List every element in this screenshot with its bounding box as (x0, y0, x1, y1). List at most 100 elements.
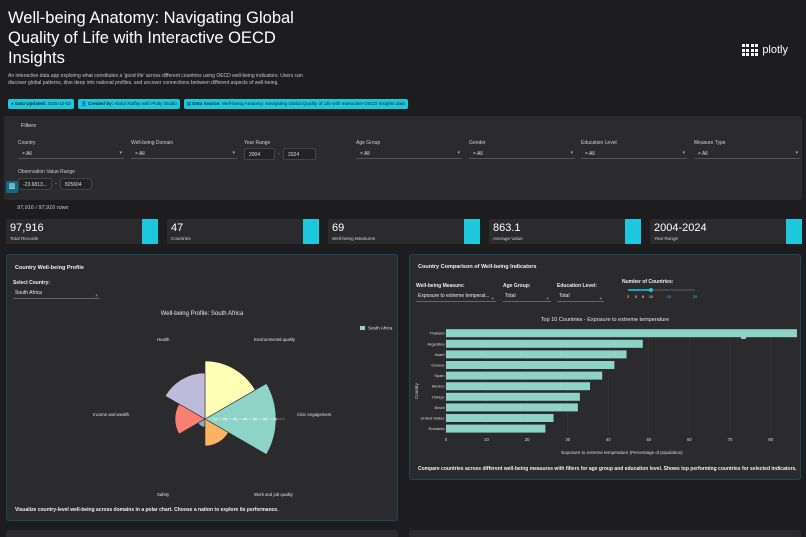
obs-range-label: Observation Value Range (18, 169, 75, 175)
kpi-accent-bar (303, 219, 319, 244)
education-select[interactable]: Total × (557, 291, 604, 302)
obs-from-input[interactable]: -23.6813... (18, 178, 52, 190)
bar-chart: Top 10 Countries - Exposure to extreme t… (414, 317, 797, 455)
kpi-label: Average Value (493, 236, 523, 241)
y-tick-label: Spain (434, 373, 444, 378)
domain-filter-select[interactable]: × All ▾ (131, 148, 237, 159)
measure-type-filter-label: Measure Type (694, 140, 726, 146)
age-select-label: Age Group: (503, 283, 531, 289)
country-profile-panel: Country Well-being Profile Select Countr… (6, 254, 398, 521)
kpi-card: 97,916 Total Records (6, 219, 158, 244)
chevron-down-icon: ▾ (232, 150, 235, 156)
polar-chart: Well-being Profile: South Africa South A… (93, 311, 393, 497)
bar (446, 424, 546, 433)
y-tick-label: Israel (435, 352, 445, 357)
filter-toggle-icon[interactable]: ▥ (6, 181, 18, 193)
bar (446, 414, 554, 422)
chevron-down-icon: ▾ (570, 150, 573, 156)
kpi-value: 863.1 (493, 222, 521, 234)
plotly-logo-icon (741, 44, 759, 56)
kpi-accent-bar (142, 219, 158, 244)
y-tick-label: Argentina (427, 341, 445, 346)
kpi-label: Total Records (10, 236, 39, 241)
kpi-accent-bar (786, 219, 802, 244)
polar-category-label: Civic engagement (297, 412, 332, 417)
bar (446, 392, 580, 401)
y-tick-label: Greece (431, 363, 445, 368)
kpi-card: 69 Well-being Measures (328, 219, 480, 244)
x-tick-label: 10 (484, 437, 489, 442)
page-description: An interactive data app exploring what c… (8, 73, 303, 86)
count-slider[interactable]: 3 5 8 10 15 20 (622, 286, 702, 306)
kpi-card: 2004-2024 Year Range (650, 219, 802, 244)
y-tick-label: Türkiye (431, 394, 445, 399)
year-from-input[interactable]: 2004 (244, 148, 275, 160)
y-tick-label: Brazil (434, 405, 444, 410)
x-tick-label: 60 (687, 437, 692, 442)
bar (446, 350, 627, 359)
x-tick-label: 40 (606, 437, 611, 442)
kpi-value: 47 (171, 222, 184, 234)
year-to-input[interactable]: 2024 (283, 148, 316, 160)
polar-radial-tick: 10 (213, 418, 217, 422)
kpi-card: 47 Countries (167, 219, 319, 244)
polar-category-label: Health (157, 337, 170, 342)
chevron-down-icon: ▾ (119, 150, 122, 156)
bar (446, 371, 603, 380)
polar-slice (204, 360, 256, 420)
kpi-value: 97,916 (10, 222, 44, 234)
page-title: Well-being Anatomy: Navigating Global Qu… (8, 9, 294, 67)
chevron-down-icon: ▾ (457, 150, 460, 156)
age-select[interactable]: Total × (503, 291, 551, 302)
kpi-label: Year Range (654, 236, 679, 241)
source-badge[interactable]: ▤ Data Source: Well-being Anatomy: Navig… (183, 99, 408, 109)
education-filter-select[interactable]: × All ▾ (581, 148, 687, 159)
polar-slice (164, 372, 206, 420)
polar-radial-tick: 20 (223, 418, 227, 422)
x-tick-label: 20 (525, 437, 530, 442)
education-select-label: Education Level: (557, 283, 598, 289)
polar-radial-tick: 60 (263, 418, 267, 422)
x-tick-label: 30 (565, 437, 570, 442)
kpi-card: 863.1 Average Value (489, 219, 641, 244)
slider-mark-label: 20 (693, 294, 698, 299)
clear-icon: × (546, 296, 549, 301)
polar-slice (204, 418, 229, 447)
chevron-down-icon: ▾ (682, 150, 685, 156)
kpi-label: Countries (171, 236, 191, 241)
legend-swatch (360, 326, 365, 330)
polar-radial-tick: 30 (233, 418, 237, 422)
clear-icon: × (491, 296, 494, 301)
measure-select-label: Well-being Measure: (416, 283, 465, 289)
bar-chart-title: Top 10 Countries - Exposure to extreme t… (541, 317, 669, 323)
gender-filter-select[interactable]: × All ▾ (469, 148, 575, 159)
polar-category-label: Environmental quality (254, 337, 296, 342)
clear-icon: × (95, 293, 98, 298)
year-range-label: Year Range (244, 140, 271, 146)
creator-badge[interactable]: 👤 Created by: Abdul Raffay with Plotly S… (77, 99, 180, 109)
country-filter-select[interactable]: × All ▾ (18, 148, 124, 159)
clear-icon: × (599, 296, 602, 301)
plotly-logo: plotly (741, 44, 788, 56)
measure-type-filter-select[interactable]: × All ▾ (694, 148, 800, 159)
info-badges: ● Data Updated: 2025-10-02 👤 Created by:… (8, 99, 408, 109)
kpi-accent-bar (464, 219, 480, 244)
slider-mark-label: 5 (635, 294, 638, 299)
measure-select[interactable]: Exposure to extreme temperat... × (416, 291, 496, 302)
age-group-filter-label: Age Group (356, 140, 381, 146)
slider-handle (649, 288, 653, 292)
panel-caption: Compare countries across different well-… (418, 466, 797, 472)
panel-caption: Visualize country-level well-being acros… (15, 507, 279, 513)
country-select[interactable]: South Africa × (13, 288, 100, 299)
age-group-filter-select[interactable]: × All ▾ (356, 148, 462, 159)
gender-filter-label: Gender (469, 140, 486, 146)
obs-to-input[interactable]: 825604 (60, 178, 92, 190)
row-count: 97,916 / 97,916 rows (17, 205, 69, 211)
country-select-label: Select Country: (13, 280, 50, 286)
kpi-accent-bar (625, 219, 641, 244)
slider-mark-label: 10 (649, 294, 654, 299)
bar (446, 339, 643, 348)
polar-radial-tick: 40 (243, 418, 247, 422)
x-tick-label: 80 (768, 437, 773, 442)
education-filter-label: Education Level (581, 140, 617, 146)
